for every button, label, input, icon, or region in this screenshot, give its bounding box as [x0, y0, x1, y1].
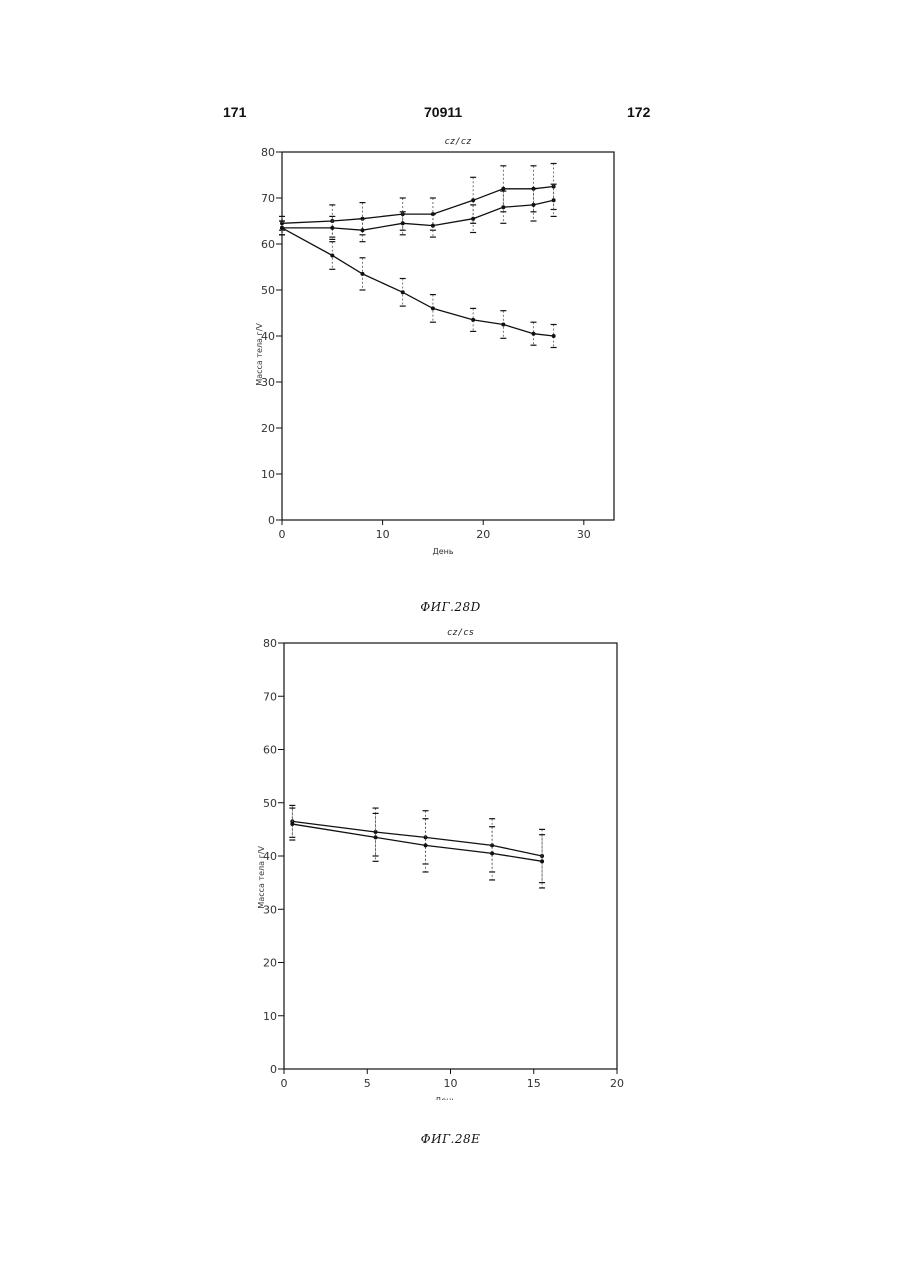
data-point: [360, 272, 364, 276]
y-tick-label: 50: [261, 284, 275, 297]
y-tick-label: 20: [261, 422, 275, 435]
data-point: [424, 843, 428, 847]
data-point: [431, 306, 435, 310]
x-tick-label: 30: [577, 528, 591, 541]
x-tick-label: 0: [279, 528, 286, 541]
y-tick-label: 60: [261, 238, 275, 251]
page-number-left: 171: [223, 104, 246, 120]
page-header: 171 70911 172: [0, 104, 901, 124]
x-axis-label: День: [432, 547, 453, 556]
figure-caption-28e: ФИГ.28E: [0, 1132, 901, 1146]
chart-figure-28d: cz/cz010203040506070800102030ДеньМасса т…: [0, 126, 901, 596]
series-line: [282, 187, 554, 224]
data-point: [532, 203, 536, 207]
data-point: [330, 226, 334, 230]
y-tick-label: 10: [261, 468, 275, 481]
series-0: [279, 164, 557, 238]
data-point: [471, 217, 475, 221]
data-point: [431, 224, 435, 228]
chart-subtitle: cz/cz: [444, 137, 471, 147]
x-axis-label: День: [435, 1096, 456, 1100]
data-point: [471, 318, 475, 322]
x-tick-label: 10: [376, 528, 390, 541]
series-line: [292, 821, 542, 856]
series-2: [279, 221, 557, 348]
y-tick-label: 70: [261, 192, 275, 205]
y-tick-label: 50: [263, 797, 277, 810]
y-tick-label: 0: [268, 514, 275, 527]
data-point: [490, 851, 494, 855]
data-point: [552, 334, 556, 338]
data-point: [501, 323, 505, 327]
chart-figure-28e: cz/cs0102030405060708005101520ДеньМасса …: [0, 620, 901, 1100]
series-line: [282, 228, 554, 336]
data-point: [471, 198, 475, 202]
y-tick-label: 70: [263, 690, 277, 703]
y-tick-label: 20: [263, 957, 277, 970]
y-tick-label: 80: [263, 637, 277, 650]
data-point: [552, 198, 556, 202]
data-point: [501, 205, 505, 209]
series-1: [279, 184, 557, 242]
chart-subtitle: cz/cs: [447, 628, 474, 638]
data-point: [280, 226, 284, 230]
plot-frame: [282, 152, 614, 520]
data-point: [540, 859, 544, 863]
y-tick-label: 10: [263, 1010, 277, 1023]
y-axis-label: Масса тела г/V: [255, 323, 264, 386]
data-point: [401, 221, 405, 225]
data-point: [532, 332, 536, 336]
series-line: [292, 824, 542, 861]
patent-number: 70911: [424, 104, 462, 120]
data-point: [330, 254, 334, 258]
data-point: [290, 822, 294, 826]
y-axis-label: Масса тела г/V: [257, 845, 266, 908]
data-point: [360, 228, 364, 232]
series-line: [282, 200, 554, 230]
figure-caption-28d: ФИГ.28D: [0, 600, 901, 614]
x-tick-label: 10: [444, 1077, 458, 1090]
y-tick-label: 60: [263, 744, 277, 757]
data-point: [401, 290, 405, 294]
x-tick-label: 20: [610, 1077, 624, 1090]
x-tick-label: 5: [364, 1077, 371, 1090]
x-tick-label: 15: [527, 1077, 541, 1090]
page-number-right: 172: [627, 104, 650, 120]
plot-frame: [284, 643, 617, 1069]
x-tick-label: 0: [281, 1077, 288, 1090]
data-point: [501, 187, 505, 191]
y-tick-label: 80: [261, 146, 275, 159]
data-point: [374, 835, 378, 839]
x-tick-label: 20: [476, 528, 490, 541]
y-tick-label: 0: [270, 1063, 277, 1076]
